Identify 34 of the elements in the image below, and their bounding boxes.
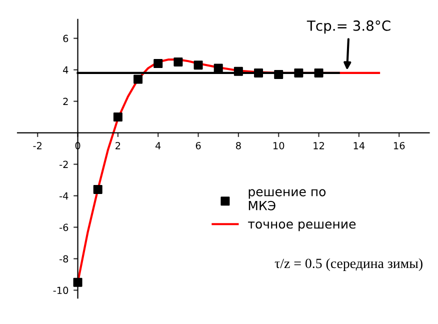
x-tick-label: 8 <box>236 142 241 150</box>
point <box>93 184 102 194</box>
x-tick-label: 6 <box>196 142 201 150</box>
point <box>154 59 163 68</box>
legend-label: решение по МКЭ <box>248 189 326 210</box>
point <box>194 60 203 70</box>
point <box>73 278 82 287</box>
point <box>274 70 284 80</box>
annotation: τ/z = 0.5 (середина зимы) <box>274 258 422 271</box>
x-tick-label: 12 <box>314 142 324 150</box>
annotation: Tср.= 3.8°C <box>306 20 390 34</box>
point <box>214 64 223 73</box>
point <box>113 112 122 122</box>
x-tick-label: 16 <box>394 142 405 150</box>
y-tick-label: 4 <box>63 66 68 74</box>
point <box>254 68 264 78</box>
point <box>294 68 304 78</box>
y-tick-label: 6 <box>63 34 68 42</box>
y-tick-label: -10 <box>53 286 68 294</box>
x-tick-label: 10 <box>273 142 284 150</box>
point <box>134 74 143 84</box>
x-tick-label: -2 <box>33 142 42 150</box>
x-tick-label: 2 <box>116 142 120 150</box>
y-tick-label: -6 <box>60 224 68 232</box>
y-tick-label: -2 <box>60 160 68 168</box>
point <box>174 57 183 66</box>
y-tick-label: -4 <box>60 192 68 200</box>
point <box>314 68 324 78</box>
point <box>234 66 243 76</box>
y-tick-label: 2 <box>63 98 68 105</box>
x-tick-label: 4 <box>155 142 161 150</box>
x-tick-label: 14 <box>354 142 365 150</box>
y-tick-label: -8 <box>60 255 68 263</box>
legend-label: точное решение <box>248 222 356 232</box>
